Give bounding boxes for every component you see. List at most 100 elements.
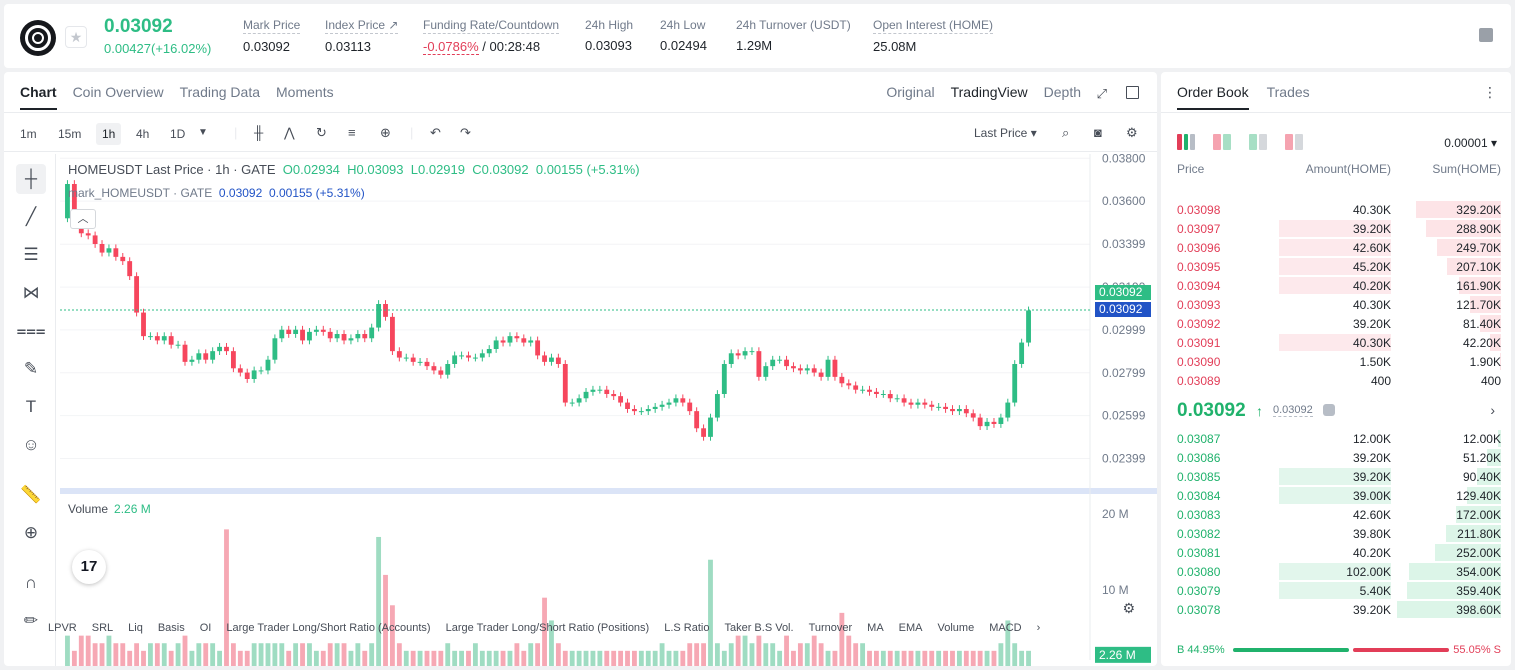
maximize-icon[interactable] — [1126, 86, 1139, 99]
collapse-legend-button[interactable]: ︿ — [70, 209, 96, 229]
pattern-icon[interactable]: ⋈ — [22, 283, 40, 302]
stat-label[interactable]: Funding Rate/Countdown — [423, 18, 560, 34]
mid-mark-price[interactable]: 0.03092 — [1273, 404, 1313, 417]
redo-icon[interactable]: ↷ — [460, 125, 471, 140]
tradingview-logo[interactable]: 17 — [72, 550, 106, 584]
add-alert-icon[interactable]: ⊕ — [380, 125, 391, 140]
volume-bar — [950, 650, 955, 666]
view-depth[interactable]: Depth — [1043, 84, 1081, 100]
more-menu-icon[interactable]: ⋮ — [1483, 84, 1497, 100]
emoji-icon[interactable]: ☺ — [22, 435, 40, 454]
precision-select[interactable]: 0.00001 ▾ — [1444, 136, 1497, 150]
view-original[interactable]: Original — [886, 84, 935, 100]
order-row[interactable]: 0.03083 42.60K 172.00K — [1161, 505, 1511, 524]
tab-moments[interactable]: Moments — [276, 84, 334, 100]
timeframe-4h[interactable]: 4h — [136, 127, 150, 141]
order-row[interactable]: 0.03089 400 400 — [1161, 371, 1511, 390]
view-tradingview[interactable]: TradingView — [950, 84, 1028, 100]
indicator-item[interactable]: Liq — [128, 622, 143, 634]
indicator-item[interactable]: Large Trader Long/Short Ratio (Accounts) — [226, 622, 431, 634]
zoom-in-icon[interactable]: ⊕ — [23, 523, 39, 542]
ruler-icon[interactable]: 📏 — [20, 485, 42, 504]
tab-trades[interactable]: Trades — [1266, 84, 1310, 100]
candlestick-chart[interactable]: 0.038000.036000.033990.031990.029990.027… — [60, 154, 1157, 666]
magnet-icon[interactable]: ∩ — [24, 573, 38, 592]
order-row[interactable]: 0.03082 39.80K 211.80K — [1161, 524, 1511, 543]
view-bids-icon[interactable] — [1249, 134, 1267, 150]
order-row[interactable]: 0.03084 39.00K 129.40K — [1161, 486, 1511, 505]
volume-bar — [320, 650, 326, 666]
order-row[interactable]: 0.03098 40.30K 329.20K — [1161, 200, 1511, 219]
templates-icon[interactable]: ≡ — [348, 125, 356, 140]
price-type-select[interactable]: Last Price ▾ — [974, 126, 1037, 140]
order-row[interactable]: 0.03087 12.00K 12.00K — [1161, 429, 1511, 448]
order-row[interactable]: 0.03093 40.30K 121.70K — [1161, 295, 1511, 314]
book-icon[interactable] — [1479, 28, 1493, 42]
view-asks-icon[interactable] — [1285, 134, 1303, 150]
funding-rate-value[interactable]: -0.0786% — [423, 39, 479, 55]
order-row[interactable]: 0.03096 42.60K 249.70K — [1161, 238, 1511, 257]
shield-icon — [1323, 404, 1335, 416]
timeframe-1d[interactable]: 1D — [170, 127, 186, 141]
trendline-icon[interactable]: ╱ — [25, 207, 37, 226]
indicator-item[interactable]: MACD — [989, 622, 1022, 634]
chart-settings-icon[interactable]: ⚙ — [1122, 600, 1135, 616]
view-both-alt-icon[interactable] — [1213, 134, 1231, 150]
order-row[interactable]: 0.03092 39.20K 81.40K — [1161, 314, 1511, 333]
indicator-item[interactable]: Turnover — [808, 622, 853, 634]
timeframe-15m[interactable]: 15m — [58, 127, 82, 141]
order-row[interactable]: 0.03078 39.20K 398.60K — [1161, 600, 1511, 619]
tab-coin-overview[interactable]: Coin Overview — [72, 84, 164, 100]
stat-label[interactable]: Mark Price — [243, 18, 301, 34]
crosshair-icon[interactable]: ┼ — [16, 164, 46, 194]
candle-type-icon[interactable]: ╫ — [254, 125, 264, 140]
lock-drawing-icon[interactable]: ✏ — [23, 611, 39, 630]
expand-icon[interactable]: ⤢ — [1096, 86, 1107, 101]
settings-gear-icon[interactable]: ⚙ — [1126, 125, 1138, 140]
order-row[interactable]: 0.03085 39.20K 90.40K — [1161, 467, 1511, 486]
order-row[interactable]: 0.03095 45.20K 207.10K — [1161, 257, 1511, 276]
indicator-item[interactable]: Taker B.S Vol. — [724, 622, 794, 634]
token-logo — [20, 20, 56, 56]
indicators-icon[interactable]: ⋀ — [284, 125, 295, 140]
fib-icon[interactable]: ⩶ — [16, 321, 46, 340]
indicator-item[interactable]: Volume — [937, 622, 975, 634]
indicator-item[interactable]: OI — [199, 622, 212, 634]
timeframe-1m[interactable]: 1m — [20, 127, 37, 141]
order-row[interactable]: 0.03081 40.20K 252.00K — [1161, 543, 1511, 562]
indicator-item[interactable]: Basis — [157, 622, 185, 634]
stat-label[interactable]: Index Price ↗ — [325, 18, 399, 34]
indicator-item[interactable]: EMA — [898, 622, 923, 634]
order-price: 0.03079 — [1177, 584, 1221, 598]
order-row[interactable]: 0.03090 1.50K 1.90K — [1161, 352, 1511, 371]
view-both-icon[interactable] — [1177, 134, 1196, 150]
brush-icon[interactable]: ✎ — [23, 359, 39, 378]
chevron-right-icon[interactable]: › — [1036, 622, 1041, 634]
indicator-item[interactable]: L.S Ratio — [664, 622, 710, 634]
indicator-item[interactable]: Large Trader Long/Short Ratio (Positions… — [445, 622, 650, 634]
order-row[interactable]: 0.03086 39.20K 51.20K — [1161, 448, 1511, 467]
text-icon[interactable]: T — [25, 397, 37, 416]
chevron-right-icon[interactable]: › — [1490, 402, 1495, 418]
stat-label[interactable]: Open Interest (HOME) — [873, 18, 994, 34]
tab-trading-data[interactable]: Trading Data — [179, 84, 261, 100]
horizontal-lines-icon[interactable]: ☰ — [23, 245, 39, 264]
indicator-item[interactable]: MA — [867, 622, 884, 634]
timeframe-dropdown-icon[interactable]: ▼ — [198, 127, 208, 138]
search-icon[interactable]: ⌕ — [1062, 125, 1070, 140]
replay-icon[interactable]: ↻ — [316, 125, 327, 140]
favorite-star-icon[interactable]: ★ — [65, 26, 87, 48]
order-row[interactable]: 0.03080 102.00K 354.00K — [1161, 562, 1511, 581]
undo-icon[interactable]: ↶ — [430, 125, 441, 140]
order-row[interactable]: 0.03079 5.40K 359.40K — [1161, 581, 1511, 600]
volume-bar — [583, 650, 589, 666]
indicator-item[interactable]: LPVR — [48, 622, 77, 634]
order-row[interactable]: 0.03094 40.20K 161.90K — [1161, 276, 1511, 295]
order-row[interactable]: 0.03097 39.20K 288.90K — [1161, 219, 1511, 238]
tab-order-book[interactable]: Order Book — [1177, 84, 1249, 110]
tab-chart[interactable]: Chart — [20, 84, 57, 110]
order-row[interactable]: 0.03091 40.30K 42.20K — [1161, 333, 1511, 352]
timeframe-1h[interactable]: 1h — [96, 123, 122, 145]
camera-icon[interactable]: ◙ — [1094, 125, 1102, 140]
indicator-item[interactable]: SRL — [91, 622, 114, 634]
